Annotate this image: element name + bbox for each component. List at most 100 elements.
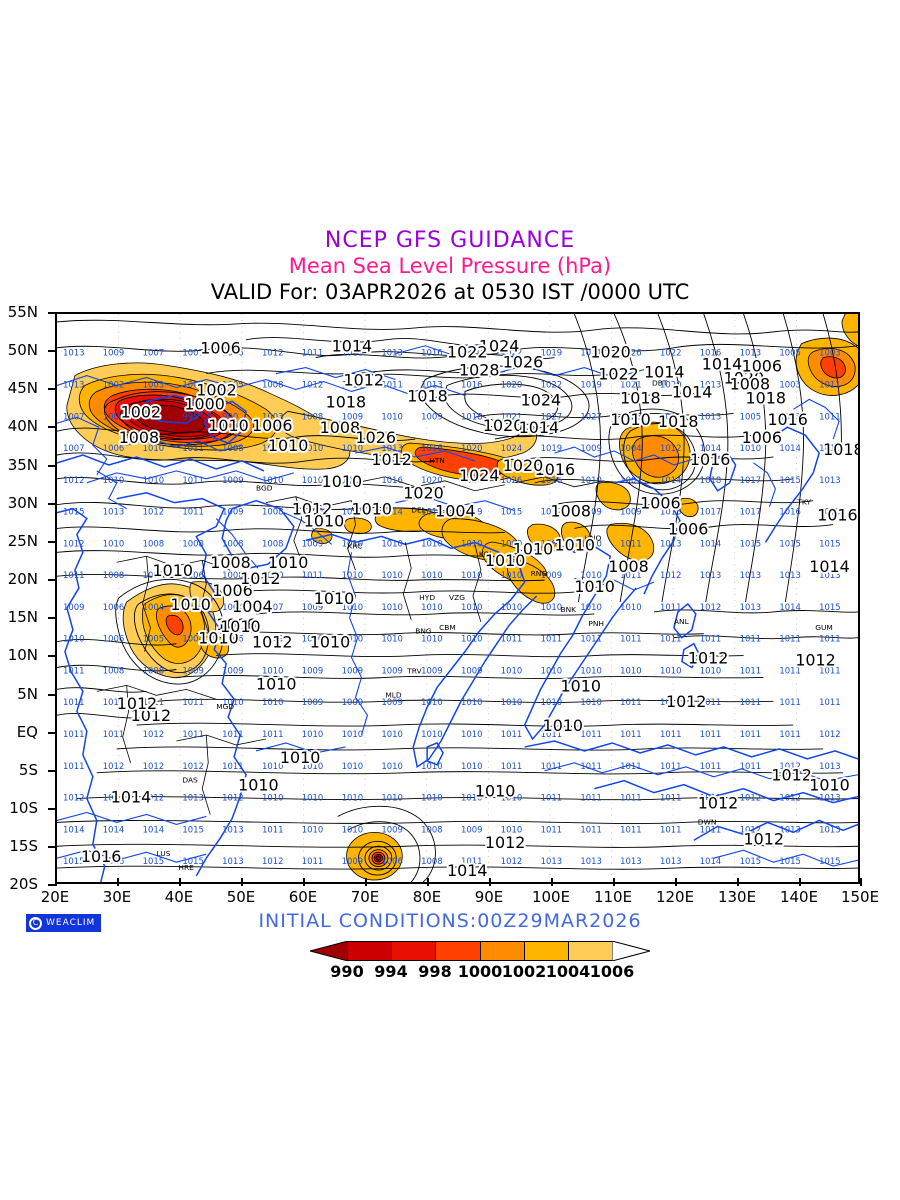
svg-text:1018: 1018 xyxy=(461,411,483,421)
svg-text:1014: 1014 xyxy=(779,443,801,453)
svg-text:1010: 1010 xyxy=(381,634,403,644)
svg-text:KOL: KOL xyxy=(479,549,494,558)
svg-text:1021: 1021 xyxy=(501,411,523,421)
svg-text:1010: 1010 xyxy=(262,793,284,803)
svg-text:1009: 1009 xyxy=(421,665,443,675)
svg-text:1010: 1010 xyxy=(262,475,284,485)
svg-text:1010: 1010 xyxy=(541,602,563,612)
svg-text:1015: 1015 xyxy=(182,856,204,866)
svg-text:1015: 1015 xyxy=(819,538,841,548)
svg-text:1010: 1010 xyxy=(310,633,350,652)
svg-text:1012: 1012 xyxy=(501,856,523,866)
y-axis-label: EQ xyxy=(16,723,38,741)
svg-text:1012: 1012 xyxy=(302,379,324,389)
city-labels: DBT TKY KRC DEL KOL HYD VZG BNG TRV CBM … xyxy=(157,379,833,873)
svg-text:1012: 1012 xyxy=(660,570,682,580)
svg-text:1011: 1011 xyxy=(262,824,284,834)
svg-text:1016: 1016 xyxy=(421,507,443,517)
svg-text:1016: 1016 xyxy=(819,443,841,453)
svg-text:1010: 1010 xyxy=(342,443,364,453)
svg-text:1011: 1011 xyxy=(700,729,722,739)
svg-text:1010: 1010 xyxy=(63,634,85,644)
svg-text:1010: 1010 xyxy=(256,674,296,693)
x-axis-label: 110E xyxy=(593,888,633,906)
svg-text:1003: 1003 xyxy=(143,379,165,389)
svg-text:1011: 1011 xyxy=(63,697,85,707)
svg-text:1013: 1013 xyxy=(819,824,841,834)
svg-text:DBT: DBT xyxy=(652,379,668,388)
svg-text:1007: 1007 xyxy=(63,411,85,421)
svg-text:1009: 1009 xyxy=(103,348,125,358)
svg-text:1010: 1010 xyxy=(302,443,324,453)
svg-text:1016: 1016 xyxy=(779,507,801,517)
svg-text:1009: 1009 xyxy=(580,443,602,453)
valid-time-label: VALID For: 03APR2026 at 0530 IST /0000 U… xyxy=(210,280,690,304)
svg-text:1022: 1022 xyxy=(447,343,487,362)
svg-text:1010: 1010 xyxy=(421,602,443,612)
svg-text:1014: 1014 xyxy=(381,507,403,517)
svg-text:1011: 1011 xyxy=(501,634,523,644)
weaclim-logo-badge[interactable]: C WEACLIM xyxy=(26,914,102,932)
svg-text:1010: 1010 xyxy=(501,602,523,612)
svg-text:1012: 1012 xyxy=(819,729,841,739)
svg-text:1013: 1013 xyxy=(779,824,801,834)
svg-text:1011: 1011 xyxy=(779,665,801,675)
svg-text:1008: 1008 xyxy=(262,507,284,517)
svg-text:1005: 1005 xyxy=(740,411,762,421)
svg-text:1011: 1011 xyxy=(580,634,602,644)
svg-text:1011: 1011 xyxy=(342,379,364,389)
x-axis-label: 30E xyxy=(102,888,132,906)
svg-text:1020: 1020 xyxy=(483,416,523,435)
svg-text:1024: 1024 xyxy=(521,390,561,409)
svg-text:1014: 1014 xyxy=(519,418,559,437)
svg-text:1020: 1020 xyxy=(461,443,483,453)
svg-text:1006: 1006 xyxy=(200,339,240,358)
map-container[interactable]: .cl{fill:none;stroke:#000;stroke-width:0… xyxy=(55,312,860,884)
y-axis-label: 5S xyxy=(18,761,38,779)
svg-text:1011: 1011 xyxy=(819,697,841,707)
y-axis-label: 15N xyxy=(7,608,38,626)
x-axis-label: 140E xyxy=(779,888,819,906)
y-axis-label: 35N xyxy=(7,456,38,474)
svg-text:1011: 1011 xyxy=(63,761,85,771)
svg-text:1010: 1010 xyxy=(262,443,284,453)
x-axis-label: 90E xyxy=(474,888,504,906)
svg-text:KRC: KRC xyxy=(348,541,363,550)
svg-text:1011: 1011 xyxy=(620,570,642,580)
svg-text:TKY: TKY xyxy=(796,498,811,507)
svg-text:1010: 1010 xyxy=(809,776,849,795)
colorbar-swatch xyxy=(347,941,392,961)
svg-text:1009: 1009 xyxy=(222,665,244,675)
y-axis-label: 15S xyxy=(9,837,38,855)
svg-text:1022: 1022 xyxy=(660,348,682,358)
svg-text:1010: 1010 xyxy=(198,629,238,648)
svg-text:1027: 1027 xyxy=(541,411,563,421)
svg-text:1020: 1020 xyxy=(503,456,543,475)
svg-text:1010: 1010 xyxy=(421,761,443,771)
svg-text:1006: 1006 xyxy=(742,357,782,376)
svg-text:1010: 1010 xyxy=(220,617,260,636)
svg-text:1014: 1014 xyxy=(332,337,372,356)
svg-text:1004: 1004 xyxy=(222,602,244,612)
svg-text:1009: 1009 xyxy=(182,665,204,675)
svg-text:1015: 1015 xyxy=(779,538,801,548)
svg-text:1011: 1011 xyxy=(700,697,722,707)
y-axis-label: 10S xyxy=(9,799,38,817)
svg-text:1010: 1010 xyxy=(740,443,762,453)
svg-text:1008: 1008 xyxy=(421,824,443,834)
svg-text:1012: 1012 xyxy=(666,692,706,711)
svg-text:DWN: DWN xyxy=(698,817,717,826)
svg-text:1012: 1012 xyxy=(541,507,563,517)
svg-text:1011: 1011 xyxy=(302,856,324,866)
svg-text:1008: 1008 xyxy=(103,665,125,675)
svg-text:1012: 1012 xyxy=(143,729,165,739)
svg-text:1009: 1009 xyxy=(381,824,403,834)
svg-text:DEL: DEL xyxy=(411,506,426,515)
x-axis-label: 40E xyxy=(164,888,194,906)
svg-text:1013: 1013 xyxy=(700,570,722,580)
svg-text:1010: 1010 xyxy=(208,416,248,435)
svg-text:1010: 1010 xyxy=(262,665,284,675)
isobar-contours xyxy=(57,314,858,882)
svg-text:1011: 1011 xyxy=(660,761,682,771)
svg-text:1011: 1011 xyxy=(660,729,682,739)
